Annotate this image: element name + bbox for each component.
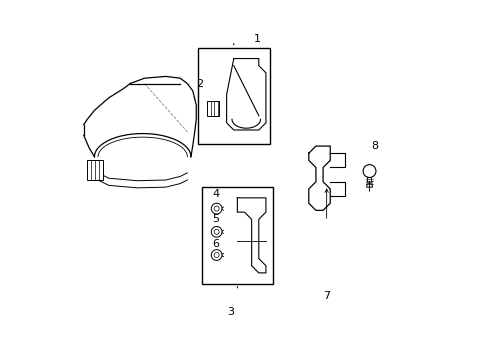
Circle shape (214, 252, 219, 257)
Text: 1: 1 (253, 34, 260, 44)
Text: 4: 4 (212, 189, 219, 199)
Bar (87, 160, 103, 180)
Text: 3: 3 (226, 307, 233, 317)
Text: 8: 8 (370, 141, 378, 151)
Circle shape (211, 203, 222, 214)
Text: 7: 7 (323, 291, 329, 301)
Circle shape (211, 249, 222, 260)
Circle shape (214, 229, 219, 234)
Bar (201, 187, 272, 284)
Circle shape (211, 226, 222, 237)
Text: 5: 5 (212, 214, 219, 224)
Bar (206, 102, 219, 116)
Circle shape (363, 165, 375, 177)
Text: 6: 6 (212, 239, 219, 249)
Text: 2: 2 (196, 78, 203, 89)
Bar (198, 48, 269, 144)
Circle shape (214, 206, 219, 211)
